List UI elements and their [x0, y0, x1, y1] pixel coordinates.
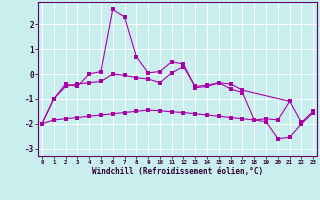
X-axis label: Windchill (Refroidissement éolien,°C): Windchill (Refroidissement éolien,°C) — [92, 167, 263, 176]
